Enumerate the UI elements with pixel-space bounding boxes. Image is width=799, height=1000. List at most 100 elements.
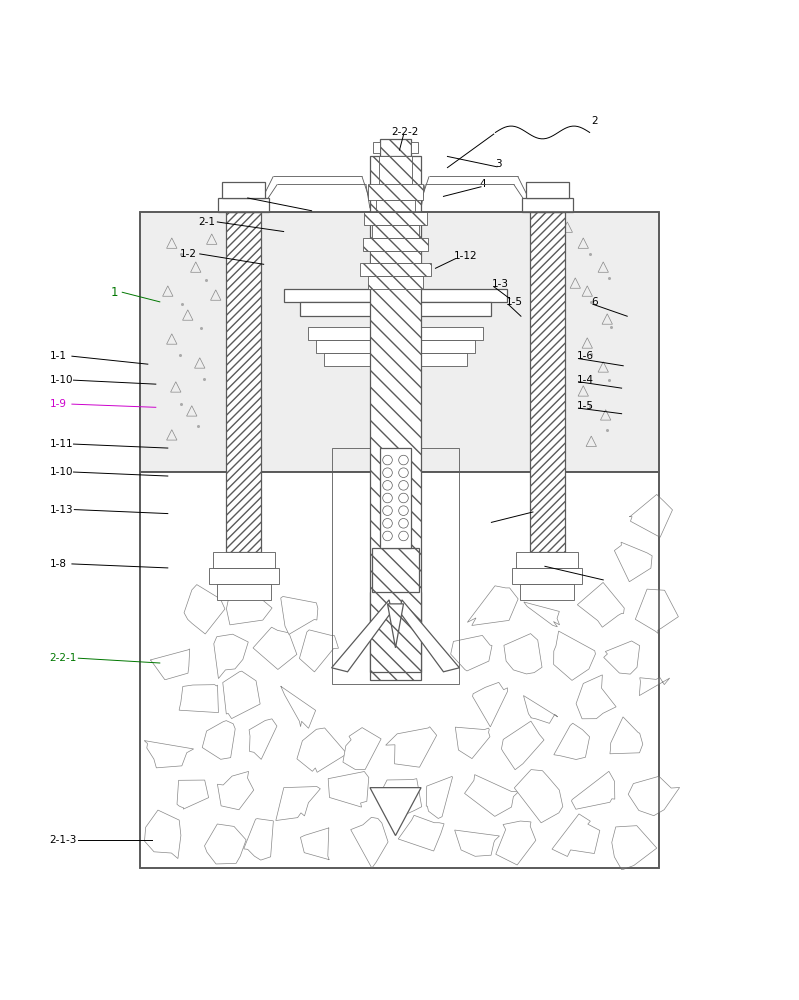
Polygon shape [249,719,277,759]
Bar [372,548,419,592]
Circle shape [399,493,408,503]
Polygon shape [451,635,492,671]
Polygon shape [226,586,272,625]
Polygon shape [578,582,624,627]
Polygon shape [145,810,181,859]
Bar [308,327,483,340]
Polygon shape [351,817,388,868]
Bar [316,340,475,353]
Polygon shape [455,830,499,856]
Polygon shape [554,631,595,680]
Bar [370,592,421,680]
Circle shape [383,531,392,541]
Polygon shape [300,630,339,672]
Polygon shape [184,585,225,634]
Text: 1-3: 1-3 [491,279,508,289]
Bar [360,263,431,276]
Bar [379,156,412,184]
Bar [140,212,659,472]
Polygon shape [223,671,260,719]
Text: 1-13: 1-13 [50,505,74,515]
Bar [332,448,459,684]
Bar [522,198,573,212]
Polygon shape [280,596,318,634]
Text: 1: 1 [110,286,117,299]
Text: 2: 2 [591,116,598,126]
Polygon shape [398,815,444,851]
Circle shape [383,481,392,490]
Bar [411,142,418,153]
Polygon shape [177,780,209,809]
Polygon shape [217,771,254,810]
Polygon shape [571,771,614,809]
Bar [222,182,265,198]
Polygon shape [524,602,559,627]
Polygon shape [400,600,459,672]
Polygon shape [472,682,507,727]
Text: 2-2-2: 2-2-2 [392,127,419,137]
Bar [372,225,419,238]
Text: 1-12: 1-12 [454,251,478,261]
Bar [368,184,423,200]
Bar [516,552,578,568]
Text: 1-2: 1-2 [180,249,197,259]
Bar [209,568,279,584]
Bar [364,212,427,225]
Circle shape [399,481,408,490]
Bar [369,251,422,263]
Bar [217,584,271,600]
Polygon shape [523,696,558,723]
Text: 2-1: 2-1 [198,217,215,227]
Polygon shape [467,586,518,625]
Text: 2-2-1: 2-2-1 [50,653,77,663]
Circle shape [383,455,392,465]
Polygon shape [464,775,519,816]
Text: 1-5: 1-5 [577,401,594,411]
Polygon shape [370,788,421,836]
Text: 4: 4 [479,179,486,189]
Polygon shape [612,826,657,870]
Polygon shape [554,723,590,759]
Text: 1-11: 1-11 [50,439,74,449]
Text: 1-9: 1-9 [50,399,66,409]
Polygon shape [205,824,246,864]
Polygon shape [378,779,422,816]
Polygon shape [610,717,642,754]
Polygon shape [426,776,452,818]
Circle shape [383,493,392,503]
Bar [373,142,380,153]
Text: 1-6: 1-6 [577,351,594,361]
Polygon shape [502,721,544,770]
Polygon shape [144,741,193,768]
Polygon shape [179,685,218,713]
Bar [140,472,659,868]
Circle shape [383,519,392,528]
Polygon shape [552,814,600,856]
Text: 1-10: 1-10 [50,375,73,385]
Polygon shape [496,821,536,865]
Bar [526,182,569,198]
Polygon shape [628,776,680,816]
Bar [363,238,428,251]
Text: 1-1: 1-1 [50,351,66,361]
Text: 2-1-3: 2-1-3 [50,835,77,845]
Circle shape [383,506,392,515]
Bar [218,198,269,212]
Text: 3: 3 [495,159,502,169]
Bar [380,448,411,548]
Polygon shape [253,627,297,669]
Circle shape [399,455,408,465]
Polygon shape [202,721,235,759]
Circle shape [399,519,408,528]
Polygon shape [297,728,347,772]
Polygon shape [504,634,542,674]
Polygon shape [276,787,320,821]
Bar [520,584,574,600]
Circle shape [399,531,408,541]
Polygon shape [515,770,562,823]
Polygon shape [576,675,616,719]
Polygon shape [214,634,248,679]
Polygon shape [332,600,392,672]
Text: 1-5: 1-5 [506,297,523,307]
Text: 1-4: 1-4 [577,375,594,385]
